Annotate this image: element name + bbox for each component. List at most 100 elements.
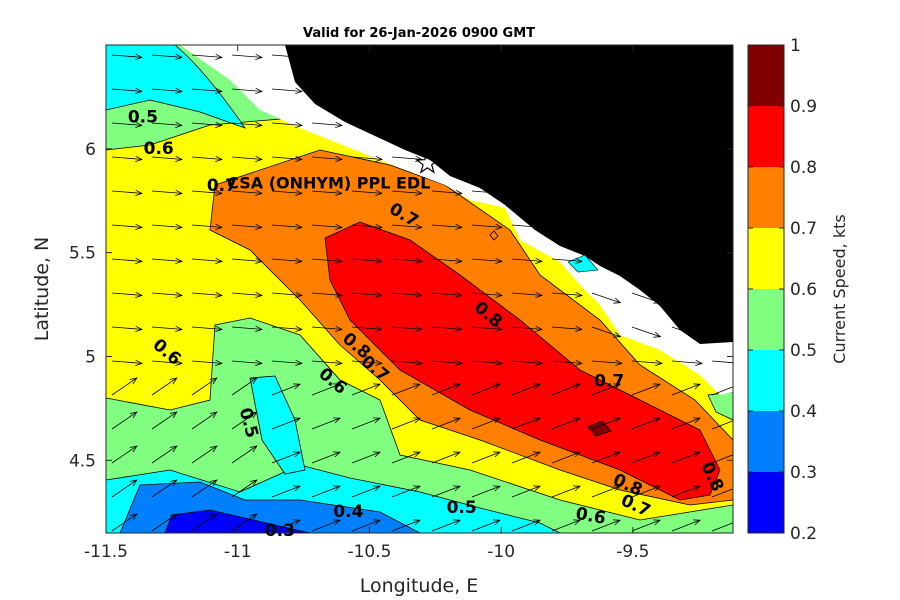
- current-arrow-head: [375, 121, 383, 128]
- current-arrow: [191, 360, 222, 364]
- colorbar-tick-label: 0.4: [790, 402, 817, 422]
- current-arrow-head: [209, 411, 218, 419]
- current-arrow-head: [169, 513, 178, 521]
- current-arrow: [391, 451, 421, 464]
- x-tick-label: -10: [487, 542, 515, 562]
- current-arrow-head: [412, 485, 421, 492]
- current-arrow: [231, 445, 257, 464]
- colorbar-tick-label: 0.7: [790, 219, 817, 239]
- current-arrow: [111, 292, 142, 296]
- current-arrow-head: [455, 325, 463, 332]
- current-arrow-head: [652, 417, 661, 424]
- current-arrow-head: [532, 485, 541, 492]
- current-arrow: [231, 258, 262, 262]
- plot-frame: [105, 44, 734, 534]
- current-arrow-head: [492, 485, 501, 492]
- current-arrow-head: [412, 451, 421, 458]
- current-arrow: [511, 224, 542, 228]
- colorbar-segment: [748, 45, 784, 106]
- contour-label: 0.5: [128, 108, 158, 128]
- current-arrow-head: [209, 479, 218, 487]
- band-0.4-0.5-nw: [106, 45, 247, 129]
- current-arrow: [271, 519, 301, 532]
- current-arrow: [191, 122, 222, 126]
- current-arrow: [711, 454, 733, 464]
- current-arrow: [311, 122, 342, 126]
- current-arrow-head: [612, 485, 621, 492]
- current-arrow-head: [732, 383, 733, 385]
- current-arrow-head: [415, 189, 423, 196]
- current-arrow: [311, 258, 342, 262]
- current-arrow-head: [335, 87, 343, 94]
- current-arrow-head: [169, 377, 178, 385]
- current-arrow-head: [255, 257, 263, 264]
- current-arrow: [271, 258, 302, 262]
- current-arrow-head: [215, 223, 223, 230]
- current-arrow-head: [175, 325, 183, 332]
- current-arrow: [231, 122, 262, 126]
- current-arrow-head: [452, 417, 461, 424]
- current-arrow: [151, 326, 182, 330]
- x-tick-label: -11.5: [84, 542, 128, 562]
- current-arrow: [111, 224, 142, 228]
- current-arrow-head: [135, 223, 143, 230]
- cyan-coast-spot: [567, 254, 599, 273]
- current-arrow: [511, 292, 542, 296]
- current-arrow-head: [652, 519, 661, 526]
- current-arrow: [151, 258, 182, 262]
- current-arrow-head: [572, 451, 581, 458]
- current-arrow: [311, 485, 341, 498]
- current-arrow: [151, 54, 182, 58]
- current-arrow-head: [572, 383, 581, 390]
- x-axis-label: Longitude, E: [360, 575, 479, 597]
- current-arrow: [431, 485, 461, 498]
- current-arrow: [671, 451, 701, 464]
- current-arrow: [111, 190, 142, 194]
- current-arrow: [111, 54, 142, 58]
- current-arrow-head: [455, 155, 463, 162]
- colorbar-tick-label: 0.9: [790, 97, 817, 117]
- current-arrow: [271, 383, 301, 396]
- current-arrow: [151, 292, 182, 296]
- current-arrow: [511, 326, 542, 330]
- current-arrow: [111, 479, 137, 498]
- current-arrow-head: [575, 325, 583, 332]
- current-arrow-head: [215, 189, 223, 196]
- current-arrow-head: [129, 513, 138, 521]
- current-arrow-head: [495, 189, 503, 196]
- current-arrow: [151, 224, 182, 228]
- current-arrow: [431, 360, 462, 364]
- current-arrow-head: [692, 417, 701, 424]
- current-arrow-head: [692, 485, 701, 492]
- current-arrow: [111, 258, 142, 262]
- current-arrow: [351, 258, 382, 262]
- current-arrow: [551, 360, 582, 364]
- contour-label: 0.6: [144, 139, 174, 159]
- current-arrow-head: [209, 445, 218, 453]
- current-arrow: [591, 417, 621, 430]
- current-arrow-head: [135, 257, 143, 264]
- current-arrow: [231, 88, 262, 92]
- current-arrow: [471, 292, 502, 296]
- colorbar-segment: [748, 228, 784, 289]
- current-arrow-head: [332, 451, 341, 458]
- current-arrow: [151, 513, 177, 532]
- current-arrow: [311, 360, 342, 364]
- current-arrow-head: [295, 223, 303, 230]
- current-arrow-head: [129, 479, 138, 487]
- current-arrow: [311, 451, 341, 464]
- current-arrow: [271, 485, 301, 498]
- current-arrow-head: [215, 121, 223, 128]
- current-arrow-head: [175, 223, 183, 230]
- current-arrow-head: [412, 417, 421, 424]
- colorbar: 0.2 0.3 0.4 0.5 0.6 0.7 0.8 0.9 1: [747, 36, 817, 544]
- colorbar-segment: [748, 289, 784, 350]
- current-arrow: [351, 190, 382, 194]
- current-arrow-head: [292, 451, 301, 458]
- current-arrow-head: [292, 519, 301, 526]
- current-arrow: [671, 360, 702, 364]
- current-arrow: [271, 292, 302, 296]
- current-arrow: [111, 445, 137, 464]
- current-arrow: [311, 326, 342, 330]
- contour-label: 0.4: [333, 502, 363, 522]
